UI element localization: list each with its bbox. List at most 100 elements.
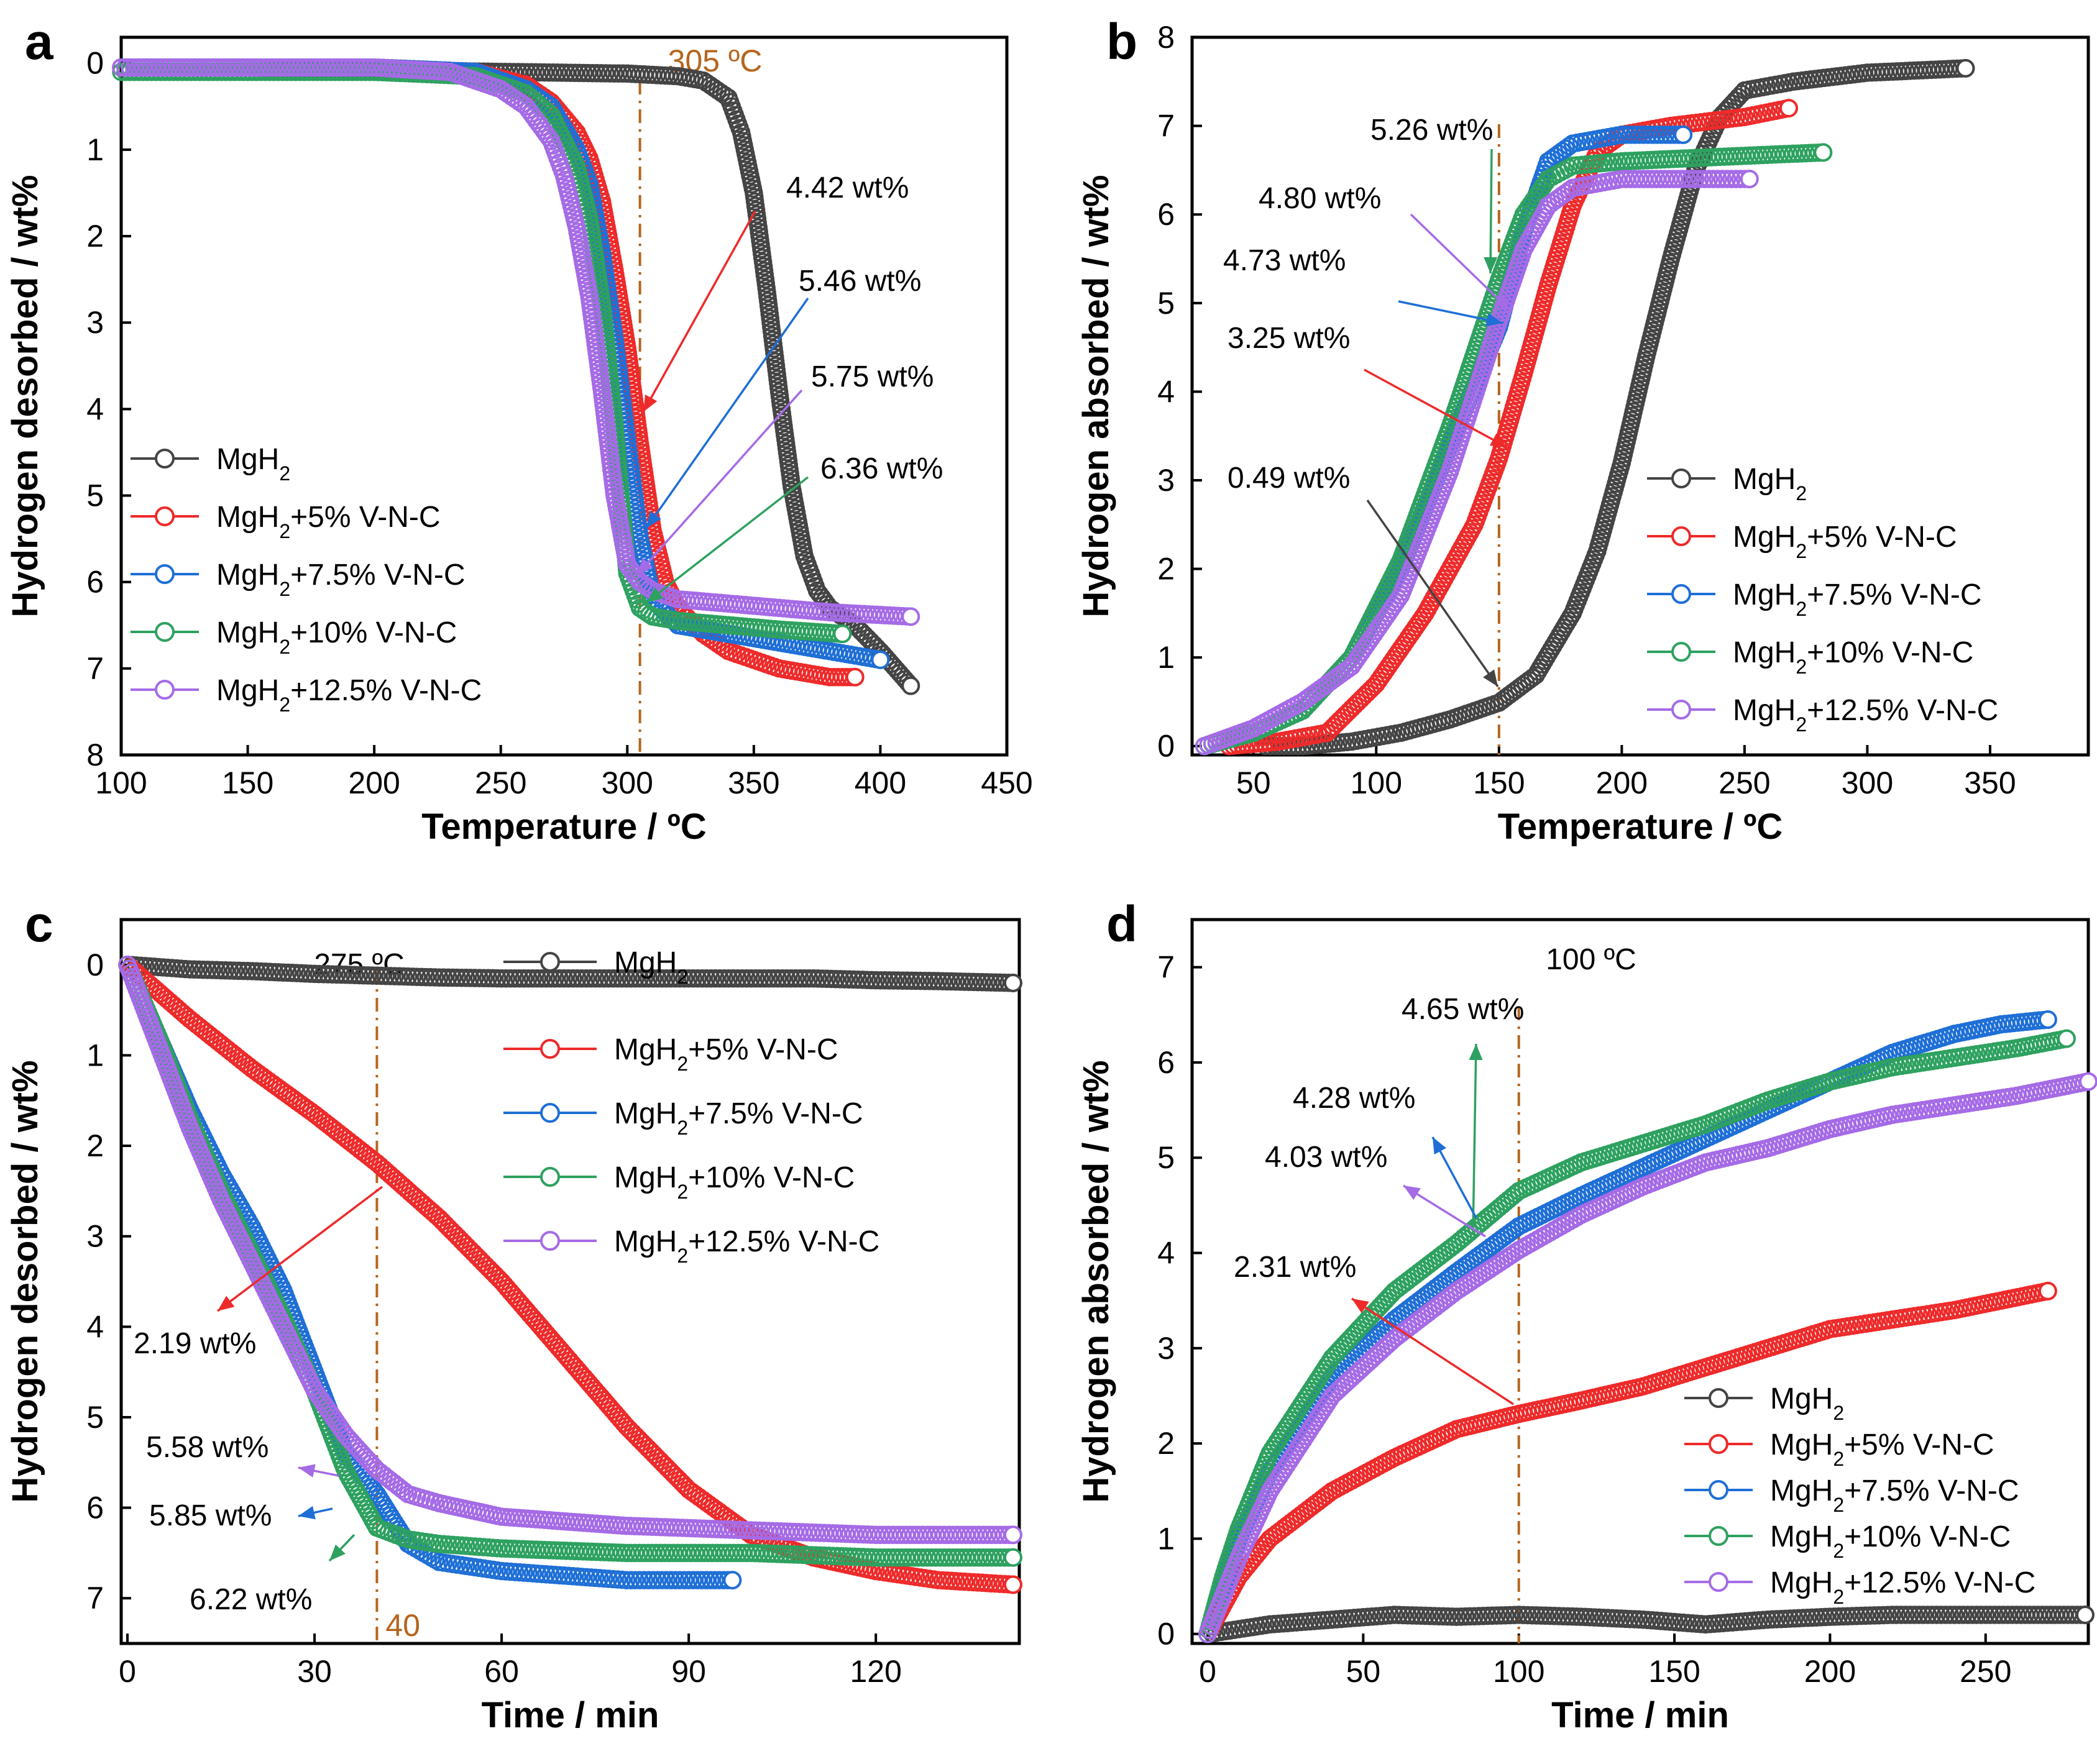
y-tick-label: 6 <box>86 1491 104 1525</box>
legend-label-sub: 2 <box>677 1053 688 1075</box>
data-point <box>334 58 353 77</box>
annotation: 5.26 wt% <box>1370 114 1498 274</box>
data-point <box>360 62 379 81</box>
data-point <box>666 1571 685 1589</box>
y-tick-label: 4 <box>1157 1236 1175 1271</box>
data-point <box>1621 126 1640 144</box>
data-point <box>255 58 275 77</box>
data-point <box>893 971 912 990</box>
y-tick-label: 2 <box>1157 1426 1175 1461</box>
legend-label-main: MgH <box>614 946 677 979</box>
x-tick-label: 300 <box>1842 765 1893 800</box>
x-tick-label: 350 <box>1964 765 2016 800</box>
data-point <box>308 62 327 81</box>
data-point <box>151 62 170 81</box>
data-point <box>1336 705 1355 724</box>
data-point <box>138 62 157 81</box>
annotation: 5.85 wt% <box>149 1499 333 1532</box>
data-point <box>875 971 894 990</box>
annotation-label: 0.49 wt% <box>1227 462 1350 495</box>
series-V10 <box>1198 1029 2076 1643</box>
data-point <box>1717 170 1737 188</box>
data-point <box>658 1458 676 1477</box>
data-point <box>737 969 756 988</box>
y-tick-label: 1 <box>1157 640 1175 675</box>
data-point <box>671 969 689 988</box>
data-point <box>612 969 631 988</box>
data-point <box>208 62 227 81</box>
data-point <box>147 58 165 77</box>
y-tick-label: 8 <box>1157 20 1175 55</box>
data-point <box>654 1455 673 1474</box>
data-point <box>181 58 201 77</box>
legend-label: MgH2 <box>216 443 290 485</box>
data-point <box>1945 1606 1964 1624</box>
data-point <box>313 58 331 77</box>
data-point <box>173 62 192 81</box>
data-point <box>670 1471 689 1489</box>
data-point <box>1883 1606 1902 1624</box>
x-axis-title: Temperature / ºC <box>421 807 706 847</box>
x-tick-label: 350 <box>728 765 779 800</box>
data-point <box>234 58 253 77</box>
data-point <box>679 1571 698 1589</box>
annotation-label: 6.22 wt% <box>190 1583 312 1616</box>
legend-label-sub: 2 <box>279 636 290 658</box>
series-end-marker <box>2075 1606 2095 1625</box>
legend-label-main: MgH <box>1733 636 1796 669</box>
data-point <box>1985 1606 2004 1624</box>
x-tick-label: 50 <box>1346 1654 1381 1689</box>
annotation-arrow-line <box>645 297 809 529</box>
data-point <box>626 1571 645 1589</box>
series-end-marker <box>723 1571 742 1590</box>
data-point <box>633 1433 651 1451</box>
data-point <box>550 969 569 988</box>
legend-marker <box>540 1167 560 1187</box>
legend-label-sub: 2 <box>279 578 290 600</box>
data-point <box>866 971 885 990</box>
data-point <box>1664 170 1683 188</box>
y-tick-label: 8 <box>86 738 104 772</box>
x-tick-label: 100 <box>1493 1654 1544 1689</box>
data-point <box>308 58 327 77</box>
data-point <box>186 62 205 81</box>
data-point <box>116 62 135 81</box>
x-tick-label: 150 <box>1648 1654 1700 1689</box>
data-point <box>430 1209 449 1228</box>
data-point <box>697 969 716 988</box>
data-point <box>300 58 318 77</box>
y-tick-label: 1 <box>1157 1521 1175 1556</box>
data-point <box>287 62 305 81</box>
data-point <box>501 969 520 988</box>
data-point <box>920 972 938 990</box>
data-point <box>706 969 725 988</box>
y-tick-label: 0 <box>86 948 104 982</box>
legend-label: MgH2+12.5% V-N-C <box>1733 694 1998 736</box>
annotation-arrow-line <box>645 476 809 604</box>
data-point <box>116 58 135 77</box>
data-point <box>264 58 283 77</box>
series-end-marker <box>1956 58 1975 78</box>
data-point <box>1704 170 1723 188</box>
series-MgH2 <box>1198 1606 2095 1643</box>
panel-letter: d <box>1106 896 1137 953</box>
annotation-arrow-head <box>218 1296 235 1311</box>
x-tick-label: 30 <box>297 1654 332 1689</box>
data-point <box>1559 137 1579 155</box>
data-point <box>635 969 654 988</box>
data-point <box>147 62 165 81</box>
data-point <box>225 62 244 81</box>
data-point <box>330 62 349 81</box>
data-point <box>234 62 253 81</box>
data-point <box>528 969 547 988</box>
data-point <box>268 62 288 81</box>
legend-marker <box>155 622 175 642</box>
data-point <box>474 969 493 987</box>
annotation: 5.58 wt% <box>146 1431 339 1478</box>
data-point <box>1914 1606 1933 1624</box>
data-point <box>497 969 516 988</box>
data-point <box>195 58 214 77</box>
data-point <box>1634 126 1653 144</box>
data-point <box>1656 170 1674 188</box>
